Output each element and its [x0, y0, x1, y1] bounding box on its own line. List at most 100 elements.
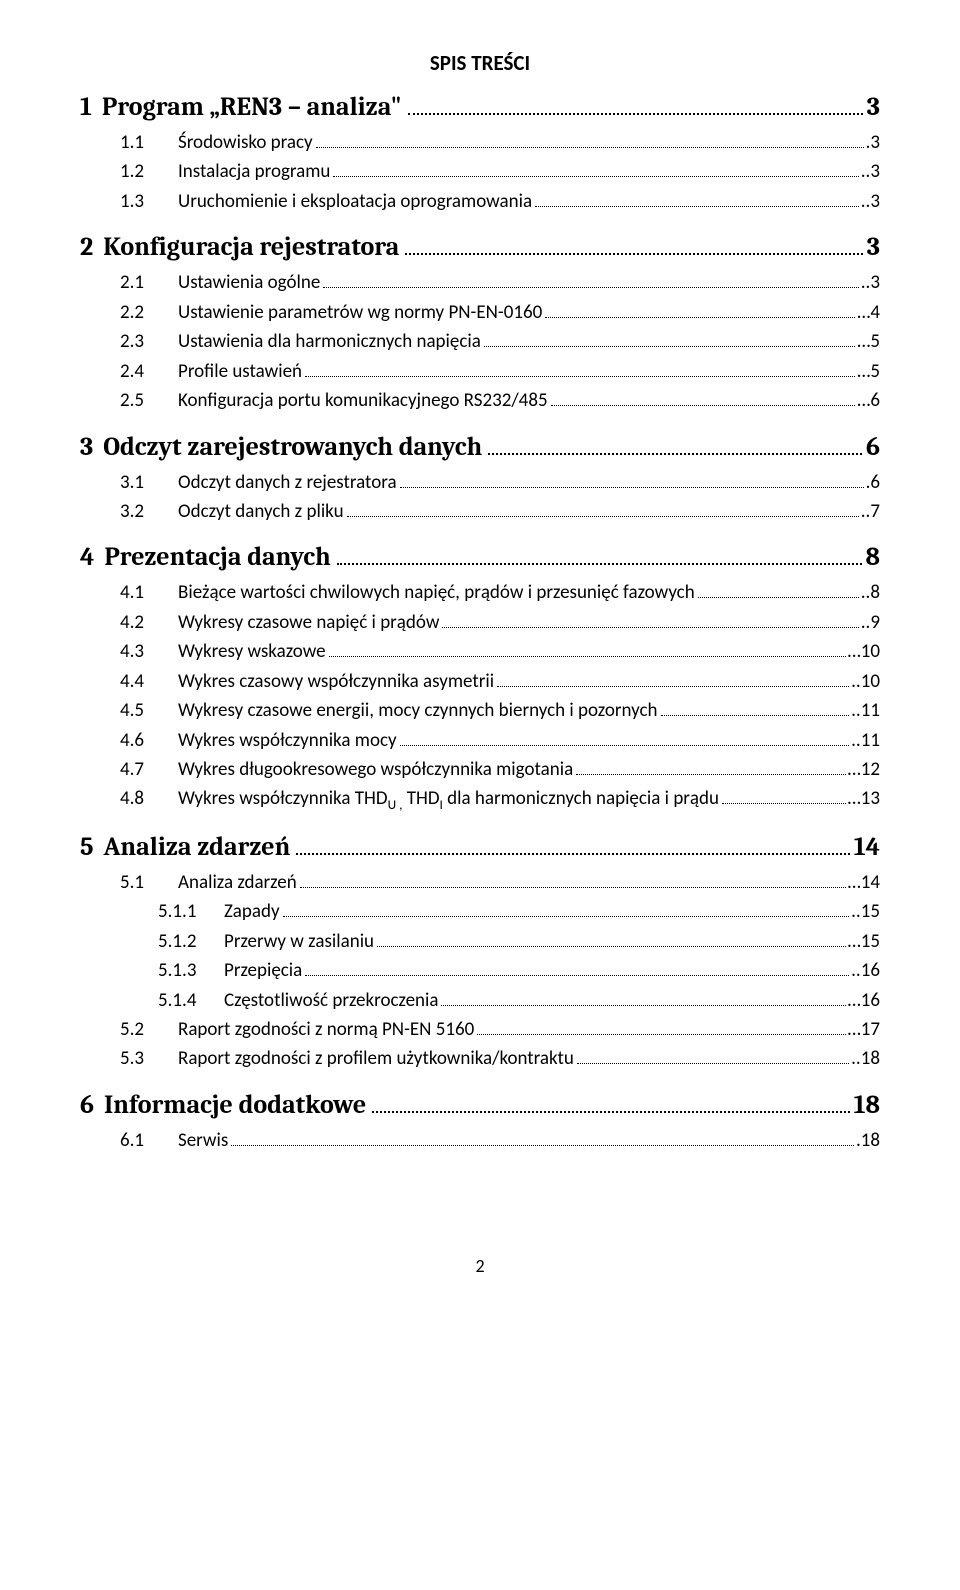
toc-section-heading: 3Odczyt zarejestrowanych danych6	[80, 432, 880, 462]
toc-subentry: 5.1.4Częstotliwość przekroczenia…16	[158, 986, 880, 1015]
leader-dots	[305, 375, 855, 377]
toc-entry: 2.2Ustawienie parametrów wg normy PN-EN-…	[120, 298, 880, 327]
leader-dots	[305, 974, 849, 976]
leader-dots	[576, 773, 845, 775]
entry-number: 4.8	[120, 784, 178, 813]
entry-label: Wykresy wskazowe	[178, 637, 326, 666]
section-page: 8	[866, 542, 880, 572]
toc-entry: 2.4Profile ustawień…5	[120, 357, 880, 386]
leader-dots	[497, 685, 849, 687]
entry-number: 5.3	[120, 1044, 178, 1073]
entry-label: Profile ustawień	[178, 357, 302, 386]
entry-number: 4.4	[120, 667, 178, 696]
leader-dots	[405, 252, 863, 255]
toc-entry: 4.7Wykres długookresowego współczynnika …	[120, 755, 880, 784]
entry-page: ..9	[861, 608, 880, 637]
entry-label: Serwis	[178, 1126, 228, 1155]
entry-number: 6.1	[120, 1126, 178, 1155]
entry-number: 4.6	[120, 726, 178, 755]
entry-number: 3.2	[120, 497, 178, 526]
toc-entry: 6.1Serwis .18	[120, 1126, 880, 1155]
entry-label: Wykresy czasowe energii, mocy czynnych b…	[178, 696, 658, 725]
entry-number: 1.2	[120, 157, 178, 186]
leader-dots	[231, 1144, 854, 1146]
leader-dots	[329, 655, 846, 657]
section-number: 4	[80, 542, 94, 572]
leader-dots	[551, 404, 856, 406]
toc-entry: 4.1Bieżące wartości chwilowych napięć, p…	[120, 578, 880, 607]
leader-dots	[323, 286, 858, 288]
toc-entry: 5.2Raport zgodności z normą PN-EN 5160…1…	[120, 1015, 880, 1044]
leader-dots	[661, 714, 850, 716]
toc-entry: 4.5Wykresy czasowe energii, mocy czynnyc…	[120, 696, 880, 725]
toc-section-heading: 6Informacje dodatkowe18	[80, 1090, 880, 1120]
section-number: 6	[80, 1090, 94, 1120]
entry-page: …17	[848, 1015, 880, 1044]
section-label: Prezentacja danych	[104, 542, 330, 572]
entry-page: ..3	[861, 268, 880, 297]
toc-entry: 3.1Odczyt danych z rejestratora.6	[120, 468, 880, 497]
document-title: SPIS TREŚCI	[80, 50, 880, 76]
entry-number: 1.1	[120, 128, 178, 157]
toc-section-heading: 4 Prezentacja danych 8	[80, 542, 880, 572]
toc-entry: 5.3Raport zgodności z profilem użytkowni…	[120, 1044, 880, 1073]
entry-label: Uruchomienie i eksploatacja oprogramowan…	[178, 187, 532, 216]
page-number: 2	[80, 1255, 880, 1277]
entry-label: Raport zgodności z profilem użytkownika/…	[178, 1044, 574, 1073]
entry-page: .6	[866, 468, 880, 497]
entry-number: 1.3	[120, 187, 178, 216]
entry-number: 4.7	[120, 755, 178, 784]
leader-dots	[577, 1062, 849, 1064]
leader-dots	[400, 486, 864, 488]
leader-dots	[296, 852, 849, 855]
entry-label: Przerwy w zasilaniu	[224, 927, 374, 956]
entry-label: Wykres długookresowego współczynnika mig…	[178, 755, 573, 784]
entry-number: 5.2	[120, 1015, 178, 1044]
entry-number: 5.1.2	[158, 927, 224, 956]
toc-entry: 4.2Wykresy czasowe napięć i prądów..9	[120, 608, 880, 637]
leader-dots	[372, 1110, 849, 1113]
leader-dots	[347, 515, 859, 517]
toc-subentry: 5.1.2Przerwy w zasilaniu …15	[158, 927, 880, 956]
entry-page: ..3	[861, 157, 880, 186]
entry-page: ..18	[851, 1044, 880, 1073]
toc-entry: 4.3Wykresy wskazowe…10	[120, 637, 880, 666]
leader-dots	[316, 146, 864, 148]
entry-number: 5.1.4	[158, 986, 224, 1015]
table-of-contents: 1Program „REN3 – analiza"31.1Środowisko …	[80, 92, 880, 1155]
entry-label: Wykresy czasowe napięć i prądów	[178, 608, 439, 637]
entry-page: …15	[848, 927, 880, 956]
toc-entry: 2.1Ustawienia ogólne ..3	[120, 268, 880, 297]
toc-entry: 3.2Odczyt danych z pliku..7	[120, 497, 880, 526]
entry-page: ..3	[861, 187, 880, 216]
section-page: 18	[854, 1090, 880, 1120]
entry-number: 2.3	[120, 327, 178, 356]
toc-entry: 2.5Konfiguracja portu komunikacyjnego RS…	[120, 386, 880, 415]
leader-dots	[722, 802, 846, 804]
entry-page: ..11	[851, 696, 880, 725]
toc-entry: 5.1Analiza zdarzeń…14	[120, 868, 880, 897]
entry-number: 5.1.3	[158, 956, 224, 985]
section-label: Odczyt zarejestrowanych danych	[103, 432, 482, 462]
leader-dots	[333, 175, 858, 177]
leader-dots	[337, 562, 862, 565]
toc-entry: 1.2Instalacja programu ..3	[120, 157, 880, 186]
entry-page: …4	[857, 298, 880, 327]
leader-dots	[283, 915, 850, 917]
entry-number: 2.5	[120, 386, 178, 415]
entry-page: …10	[848, 637, 880, 666]
leader-dots	[535, 205, 859, 207]
entry-page: .18	[856, 1126, 880, 1155]
entry-number: 5.1.1	[158, 897, 224, 926]
entry-label: Przepięcia	[224, 956, 302, 985]
entry-page: ..15	[851, 897, 880, 926]
entry-label: Instalacja programu	[178, 157, 330, 186]
entry-label: Ustawienia ogólne	[178, 268, 320, 297]
entry-label: Ustawienia dla harmonicznych napięcia	[178, 327, 481, 356]
entry-number: 2.1	[120, 268, 178, 297]
entry-label: Wykres czasowy współczynnika asymetrii	[178, 667, 494, 696]
toc-entry: 1.3Uruchomienie i eksploatacja oprogramo…	[120, 187, 880, 216]
entry-page: ..11	[851, 726, 880, 755]
entry-page: …12	[848, 755, 880, 784]
leader-dots	[477, 1033, 845, 1035]
